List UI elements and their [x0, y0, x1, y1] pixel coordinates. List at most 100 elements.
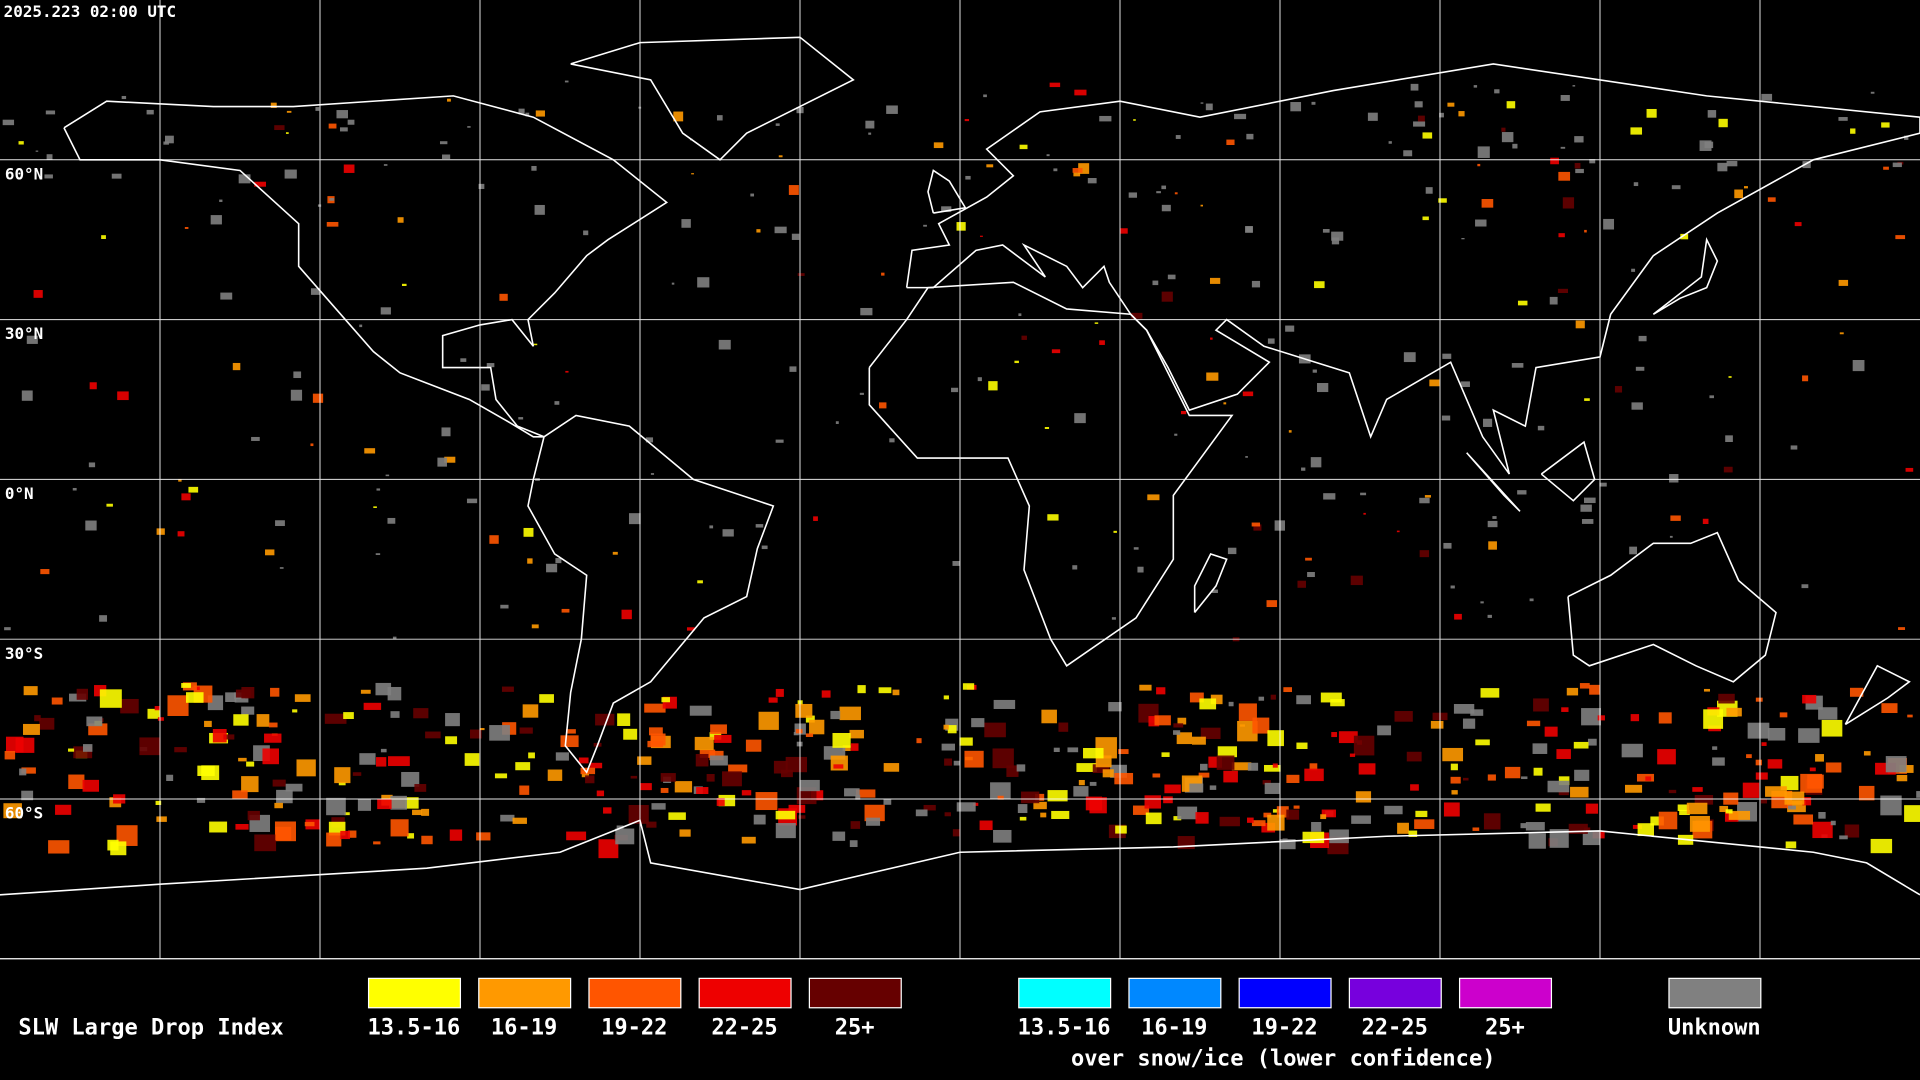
cloud-pixel [274, 125, 285, 131]
cloud-pixel [1744, 186, 1748, 189]
cloud-pixel [1120, 228, 1128, 234]
cloud-pixel [235, 823, 249, 830]
cloud-pixel [775, 810, 796, 820]
cloud-pixel [1573, 741, 1589, 749]
cloud-pixel [1156, 191, 1161, 194]
cloud-pixel [1438, 198, 1447, 203]
cloud-pixel [1442, 747, 1464, 762]
cloud-pixel [326, 221, 339, 227]
cloud-pixel [35, 150, 39, 152]
cloud-pixel [334, 767, 351, 784]
cloud-pixel [977, 377, 982, 382]
cloud-pixel [1174, 192, 1178, 195]
cloud-pixel [795, 703, 813, 718]
cloud-pixel [51, 697, 63, 705]
cloud-pixel [590, 762, 603, 769]
cloud-pixel [1646, 108, 1657, 118]
cloud-pixel [755, 524, 764, 528]
cloud-pixel [1113, 530, 1117, 533]
cloud-pixel [1419, 550, 1430, 558]
cloud-pixel [1072, 168, 1083, 173]
cloud-pixel [445, 713, 460, 727]
cloud-pixel [1163, 796, 1173, 804]
cloud-pixel [359, 324, 363, 328]
cloud-pixel [617, 713, 631, 726]
cloud-pixel [941, 743, 956, 751]
cloud-pixel [956, 222, 966, 231]
cloud-pixel [1904, 805, 1920, 822]
cloud-pixel [401, 771, 420, 787]
cloud-pixel [1892, 162, 1902, 168]
cloud-pixel [1589, 159, 1596, 164]
cloud-pixel [352, 772, 362, 776]
cloud-pixel [943, 695, 949, 700]
cloud-pixel [886, 105, 898, 114]
legend-swatch [1238, 977, 1332, 1009]
cloud-pixel [1161, 752, 1170, 757]
cloud-pixel [1787, 800, 1806, 813]
cloud-pixel [232, 790, 248, 799]
cloud-pixel [1144, 795, 1162, 809]
cloud-pixel [1198, 772, 1210, 778]
cloud-pixel [1205, 103, 1213, 111]
cloud-pixel [1021, 791, 1040, 804]
cloud-pixel [99, 615, 108, 622]
cloud-pixel [1296, 695, 1311, 705]
cloud-pixel [1245, 456, 1248, 458]
cloud-pixel [1844, 824, 1860, 838]
cloud-pixel [660, 773, 676, 782]
cloud-pixel [1728, 810, 1751, 820]
cloud-pixel [442, 154, 451, 160]
cloud-pixel [262, 748, 279, 765]
cloud-pixel [304, 821, 315, 827]
cloud-pixel [1702, 518, 1709, 524]
cloud-pixel [1180, 410, 1187, 415]
legend-swatch [367, 977, 462, 1009]
cloud-pixel [979, 820, 993, 831]
cloud-pixel [1360, 492, 1367, 496]
cloud-pixel [359, 753, 376, 765]
cloud-pixel [1689, 815, 1710, 832]
cloud-pixel [1703, 709, 1724, 729]
cloud-pixel [993, 699, 1016, 709]
cloud-pixel [879, 402, 887, 409]
cloud-pixel [486, 363, 495, 368]
cloud-pixel [647, 740, 664, 748]
cloud-pixel [45, 110, 56, 115]
cloud-pixel [983, 94, 987, 98]
cloud-pixel [1568, 823, 1588, 834]
cloud-pixel [156, 528, 165, 535]
cloud-pixel [4, 750, 16, 760]
cloud-pixel [1111, 617, 1116, 620]
cloud-pixel [1430, 720, 1444, 729]
cloud-pixel [380, 748, 387, 753]
lat-label: 0°N [5, 484, 34, 503]
cloud-pixel [444, 456, 456, 463]
cloud-pixel [1041, 709, 1057, 724]
cloud-pixel [1533, 698, 1549, 712]
cloud-pixel [1556, 749, 1571, 759]
cloud-pixel [1480, 601, 1484, 604]
cloud-pixel [1473, 85, 1478, 88]
cloud-pixel [1152, 773, 1161, 778]
cloud-pixel [388, 756, 410, 767]
cloud-pixel [1668, 789, 1677, 794]
cloud-pixel [33, 290, 43, 298]
cloud-pixel [1558, 171, 1571, 181]
cloud-pixel [1314, 281, 1325, 289]
cloud-pixel [1802, 375, 1809, 382]
cloud-pixel [531, 624, 539, 629]
cloud-pixel [310, 288, 321, 295]
cloud-pixel [1167, 274, 1176, 280]
cloud-pixel [1581, 708, 1601, 726]
cloud-pixel [1377, 725, 1392, 736]
cloud-pixel [296, 759, 316, 777]
coastline [1466, 452, 1521, 512]
cloud-pixel [1006, 765, 1019, 777]
cloud-pixel [470, 729, 482, 739]
cloud-pixel [1018, 313, 1022, 317]
cloud-pixel [1331, 237, 1340, 245]
cloud-pixel [348, 830, 357, 838]
cloud-pixel [1363, 512, 1366, 515]
cloud-pixel [1397, 822, 1409, 834]
